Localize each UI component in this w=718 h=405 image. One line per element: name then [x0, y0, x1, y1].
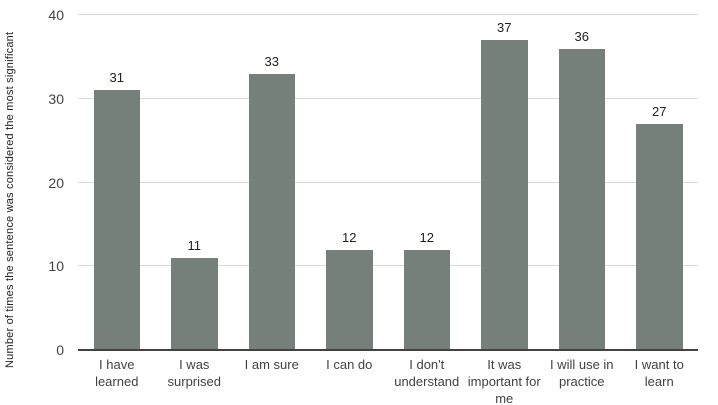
- bar-group: 12: [388, 15, 466, 350]
- x-tick-label: I have learned: [95, 357, 139, 389]
- bar: [636, 123, 683, 350]
- bar-group: 37: [466, 15, 544, 350]
- bar: [171, 257, 218, 350]
- bar: [248, 73, 295, 350]
- bar: [558, 48, 605, 350]
- bar-value-label: 37: [497, 20, 512, 36]
- bar-value-label: 27: [652, 103, 667, 119]
- y-tick-label: 20: [48, 174, 64, 191]
- x-axis-labels: I have learned I was surprised I am sure I …: [78, 357, 698, 405]
- x-axis-line: [78, 349, 698, 351]
- plot-area: 31 11 33 12 12 37 36 27: [78, 14, 698, 351]
- x-tick-label: I was surprised: [167, 357, 221, 389]
- bar-value-label: 12: [342, 229, 357, 245]
- bar: [326, 249, 373, 350]
- gridline: [78, 265, 698, 267]
- bar-group: 12: [311, 15, 389, 350]
- x-tick-label: I can do: [326, 357, 373, 372]
- bar-value-label: 36: [574, 28, 589, 44]
- bar-group: 33: [233, 15, 311, 350]
- y-tick-label: 10: [48, 258, 64, 275]
- x-tick-label: I will use in practice: [549, 357, 614, 389]
- x-tick-label: It was important for me: [467, 357, 541, 405]
- bar-value-label: 11: [187, 237, 202, 253]
- gridline: [78, 181, 698, 183]
- y-tick-label: 40: [48, 7, 64, 23]
- y-tick-label: 0: [56, 342, 64, 358]
- bar-value-label: 31: [109, 70, 124, 86]
- bar: [93, 90, 140, 350]
- bar-group: 31: [78, 15, 156, 350]
- bar-group: 11: [156, 15, 234, 350]
- bar-group: 27: [621, 15, 699, 350]
- gridline: [78, 14, 698, 15]
- bar: [481, 40, 528, 350]
- bar-group: 36: [543, 15, 621, 350]
- bar: [403, 249, 450, 350]
- bar-value-label: 33: [264, 53, 279, 69]
- y-axis-ticks: 0 10 20 30 40: [0, 8, 70, 357]
- x-tick-label: I don't understand: [394, 357, 460, 389]
- bars: 31 11 33 12 12 37 36 27: [78, 15, 698, 350]
- x-tick-label: I am sure: [244, 357, 299, 372]
- bar-value-label: 12: [419, 229, 434, 245]
- gridline: [78, 97, 698, 99]
- y-tick-label: 30: [48, 90, 64, 107]
- x-tick-label: I want to learn: [634, 357, 684, 389]
